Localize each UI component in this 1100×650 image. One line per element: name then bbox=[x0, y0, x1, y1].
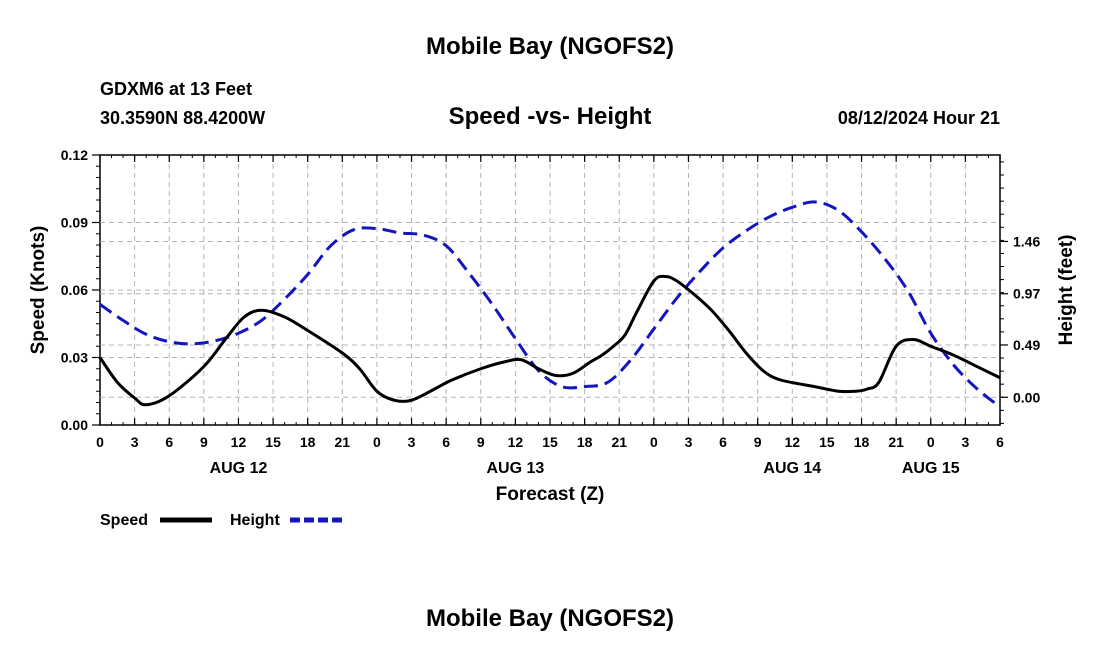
x-tick-label: 9 bbox=[477, 434, 485, 450]
axis-ticks bbox=[92, 154, 1008, 426]
date-label: AUG 13 bbox=[486, 460, 544, 477]
speed-series-line bbox=[98, 274, 1001, 407]
x-tick-label: 21 bbox=[611, 434, 627, 450]
y-left-tick-label: 0.09 bbox=[61, 215, 88, 231]
x-tick-label: 6 bbox=[996, 434, 1004, 450]
x-tick-label: 18 bbox=[300, 434, 316, 450]
y-right-tick-label: 0.00 bbox=[1013, 389, 1040, 405]
x-tick-label: 12 bbox=[785, 434, 801, 450]
x-tick-label: 9 bbox=[754, 434, 762, 450]
station-label: GDXM6 at 13 Feet bbox=[100, 79, 252, 99]
legend-height-label: Height bbox=[230, 512, 280, 529]
y-left-tick-label: 0.03 bbox=[61, 350, 88, 366]
tick-labels: 0 3 6 9 12 15 18 21 0 3 6 9 12 15 18 21 0 3 6 9 12 15 18 21 0 3 6 A… bbox=[61, 147, 1041, 477]
series-layer bbox=[98, 200, 1001, 409]
x-tick-label: 12 bbox=[508, 434, 524, 450]
legend-speed-label: Speed bbox=[100, 512, 148, 529]
footer-title: Mobile Bay (NGOFS2) bbox=[426, 605, 674, 632]
x-tick-label: 3 bbox=[685, 434, 693, 450]
y-right-tick-label: 1.46 bbox=[1013, 233, 1040, 249]
x-tick-label: 15 bbox=[819, 434, 835, 450]
y-right-tick-label: 0.97 bbox=[1013, 286, 1040, 302]
x-tick-label: 15 bbox=[542, 434, 558, 450]
x-tick-label: 9 bbox=[200, 434, 208, 450]
x-axis-label: Forecast (Z) bbox=[496, 484, 605, 505]
legend: Speed Height bbox=[100, 512, 342, 529]
y-left-tick-label: 0.00 bbox=[61, 417, 88, 433]
x-tick-label: 0 bbox=[96, 434, 104, 450]
x-tick-label: 18 bbox=[854, 434, 870, 450]
x-tick-label: 3 bbox=[961, 434, 969, 450]
x-tick-label: 0 bbox=[650, 434, 658, 450]
x-tick-label: 18 bbox=[577, 434, 593, 450]
date-label: AUG 15 bbox=[902, 460, 960, 477]
x-tick-label: 6 bbox=[165, 434, 173, 450]
y-axis-right-label: Height (feet) bbox=[1056, 235, 1077, 346]
x-tick-label: 3 bbox=[408, 434, 416, 450]
x-tick-label: 12 bbox=[231, 434, 247, 450]
x-tick-label: 3 bbox=[131, 434, 139, 450]
x-tick-label: 0 bbox=[373, 434, 381, 450]
chart-subtitle: Speed -vs- Height bbox=[449, 103, 652, 130]
height-series-line bbox=[99, 200, 1001, 409]
x-tick-label: 21 bbox=[888, 434, 904, 450]
y-left-tick-label: 0.06 bbox=[61, 282, 88, 298]
y-left-tick-label: 0.12 bbox=[61, 147, 88, 163]
x-tick-label: 0 bbox=[927, 434, 935, 450]
chart-title: Mobile Bay (NGOFS2) bbox=[426, 33, 674, 60]
location-label: 30.3590N 88.4200W bbox=[100, 108, 265, 128]
x-tick-label: 6 bbox=[442, 434, 450, 450]
date-label: AUG 12 bbox=[210, 460, 268, 477]
y-right-tick-label: 0.49 bbox=[1013, 337, 1040, 353]
x-tick-label: 6 bbox=[719, 434, 727, 450]
y-axis-left-label: Speed (Knots) bbox=[28, 226, 49, 355]
x-tick-label: 21 bbox=[335, 434, 351, 450]
timestamp-label: 08/12/2024 Hour 21 bbox=[838, 108, 1000, 128]
grid-lines bbox=[100, 155, 1000, 425]
date-label: AUG 14 bbox=[763, 460, 821, 477]
x-tick-label: 15 bbox=[265, 434, 281, 450]
